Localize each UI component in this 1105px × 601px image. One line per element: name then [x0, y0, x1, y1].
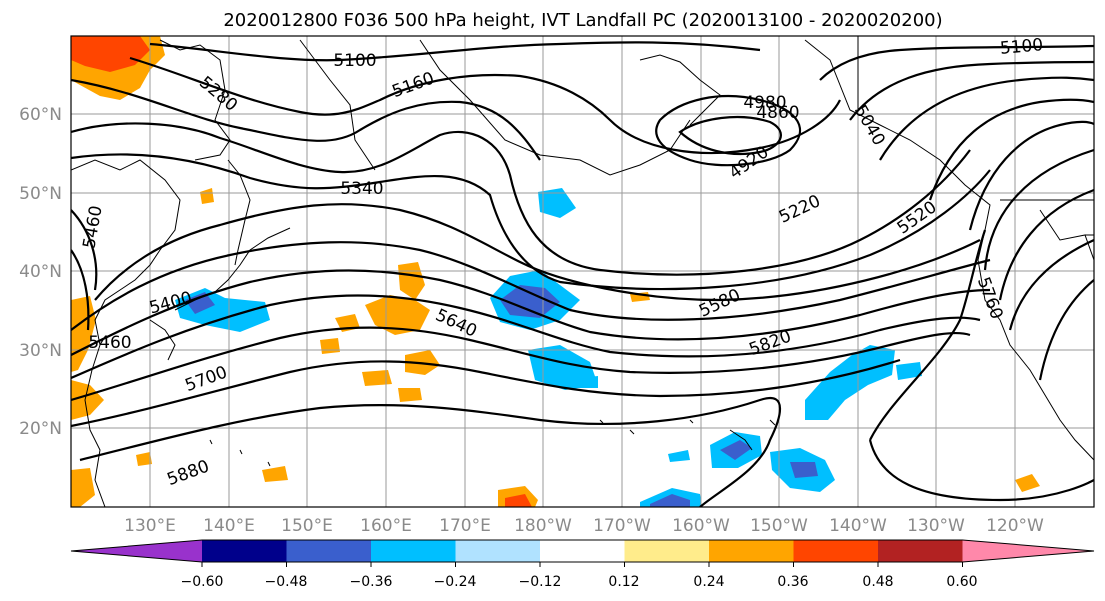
map-frame — [70, 35, 1095, 508]
contour-label: 5460 — [88, 333, 131, 353]
colorbar-cell — [878, 540, 963, 562]
colorbar-cell — [793, 540, 878, 562]
contour-label: 4860 — [756, 103, 799, 123]
lon-label: 140°W — [829, 516, 887, 536]
lon-label: 160°W — [672, 516, 730, 536]
colorbar-label: −0.12 — [519, 574, 562, 590]
lon-label: 160°E — [360, 516, 412, 536]
colorbar-cell — [709, 540, 794, 562]
contour-label: 5340 — [340, 179, 383, 199]
lon-label: 130°W — [907, 516, 965, 536]
longitude-labels: 130°E 140°E 150°E 160°E 170°E 180°W 170°… — [124, 516, 1044, 536]
lat-label: 60°N — [19, 105, 62, 125]
colorbar: −0.60 −0.48 −0.36 −0.24 −0.12 0.12 0.24 … — [70, 539, 1095, 590]
contour-label: 5100 — [999, 35, 1044, 59]
lon-label: 170°E — [439, 516, 491, 536]
colorbar-cell — [455, 540, 540, 562]
lon-label: 150°W — [750, 516, 808, 536]
colorbar-label: −0.24 — [434, 574, 477, 590]
contour-label: 4980 — [743, 93, 786, 113]
colorbar-cell — [71, 540, 202, 562]
height-contours — [71, 41, 1094, 507]
colorbar-label: 0.60 — [946, 574, 977, 590]
lon-label: 130°E — [124, 516, 176, 536]
lon-label: 170°W — [593, 516, 651, 536]
lat-label: 20°N — [19, 419, 62, 439]
lon-label: 180°W — [514, 516, 572, 536]
colorbar-label: −0.36 — [350, 574, 393, 590]
colorbar-label: 0.48 — [862, 574, 893, 590]
chart-title: 2020012800 F036 500 hPa height, IVT Land… — [223, 10, 942, 31]
lat-label: 50°N — [19, 184, 62, 204]
colorbar-label: 0.24 — [693, 574, 724, 590]
colorbar-cell — [371, 540, 456, 562]
colorbar-label: 0.36 — [777, 574, 808, 590]
lon-label: 150°E — [281, 516, 333, 536]
colorbar-cells — [70, 539, 1095, 563]
lat-label: 30°N — [19, 341, 62, 361]
colorbar-ticks — [201, 562, 963, 567]
graticule — [71, 36, 1094, 507]
colorbar-labels: −0.60 −0.48 −0.36 −0.24 −0.12 0.12 0.24 … — [181, 574, 978, 590]
colorbar-cell — [540, 540, 625, 562]
negative-ivt-shading — [175, 188, 922, 507]
colorbar-cell — [202, 540, 287, 562]
colorbar-cell — [286, 540, 371, 562]
colorbar-cell — [624, 540, 709, 562]
lon-label: 120°W — [986, 516, 1044, 536]
lon-label: 140°E — [203, 516, 255, 536]
colorbar-label: −0.48 — [265, 574, 308, 590]
lat-label: 40°N — [19, 262, 62, 282]
colorbar-label: 0.12 — [608, 574, 639, 590]
map-panel: 5100 5160 5280 4980 4860 5040 4920 5340 … — [70, 35, 1095, 508]
colorbar-cell — [962, 540, 1094, 562]
contour-label: 5100 — [333, 51, 376, 71]
colorbar-label: −0.60 — [181, 574, 224, 590]
latitude-labels: 60°N 50°N 40°N 30°N 20°N — [19, 105, 62, 439]
